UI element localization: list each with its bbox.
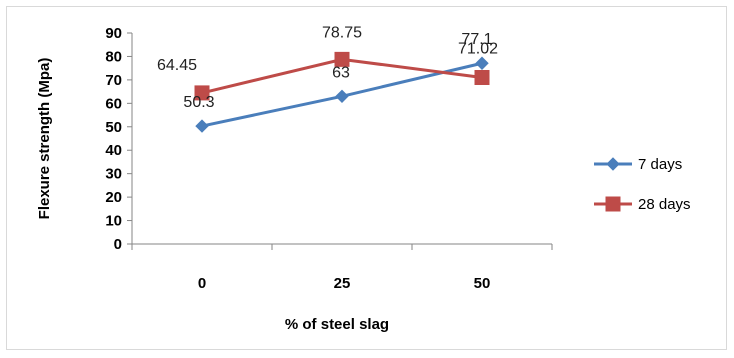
line-chart: 0 10 20 30 40 50 60 70 80 90 0 25 50 50.3 63 77.1 64.4… xyxy=(36,24,691,333)
chart-frame: 0 10 20 30 40 50 60 70 80 90 0 25 50 50.3 63 77.1 64.4… xyxy=(6,6,727,350)
y-tick-label: 70 xyxy=(105,72,122,89)
y-tick-label: 90 xyxy=(105,25,122,42)
data-point xyxy=(474,69,490,85)
data-point xyxy=(334,51,350,67)
data-point xyxy=(195,119,209,133)
data-label: 64.45 xyxy=(157,57,197,74)
y-tick-labels: 0 10 20 30 40 50 60 70 80 90 xyxy=(105,25,122,253)
series-lines xyxy=(194,51,490,133)
y-tick-label: 10 xyxy=(105,213,122,230)
legend-item: 7 days xyxy=(594,156,682,173)
legend-marker xyxy=(605,196,621,212)
legend-item: 28 days xyxy=(594,196,691,213)
legend-label: 28 days xyxy=(638,196,691,213)
data-label: 71.02 xyxy=(458,40,498,57)
data-labels: 50.3 63 77.1 64.45 78.75 71.02 xyxy=(157,24,498,111)
y-tick-label: 20 xyxy=(105,189,122,206)
series-28-days xyxy=(194,51,490,101)
axes xyxy=(127,32,553,250)
data-label: 78.75 xyxy=(322,24,362,41)
legend-label: 7 days xyxy=(638,156,682,173)
legend: 7 days 28 days xyxy=(594,156,691,213)
data-point xyxy=(475,56,489,70)
x-tick-label: 0 xyxy=(198,275,206,292)
series-7-days xyxy=(195,56,489,133)
data-point xyxy=(194,85,210,101)
y-tick-label: 40 xyxy=(105,142,122,159)
data-point xyxy=(335,89,349,104)
y-tick-label: 80 xyxy=(105,48,122,65)
data-label: 63 xyxy=(332,64,350,81)
x-axis-title: % of steel slag xyxy=(285,316,389,333)
data-label: 50.3 xyxy=(183,94,214,111)
legend-marker xyxy=(606,157,620,171)
y-axis-title: Flexure strength (Mpa) xyxy=(36,58,53,220)
x-tick-label: 50 xyxy=(474,275,491,292)
x-tick-label: 25 xyxy=(334,275,351,292)
x-tick-labels: 0 25 50 xyxy=(198,275,491,292)
y-tick-label: 0 xyxy=(114,236,122,253)
y-tick-label: 30 xyxy=(105,166,122,183)
y-tick-label: 50 xyxy=(105,119,122,136)
data-label: 77.1 xyxy=(461,31,492,48)
y-tick-label: 60 xyxy=(105,95,122,112)
